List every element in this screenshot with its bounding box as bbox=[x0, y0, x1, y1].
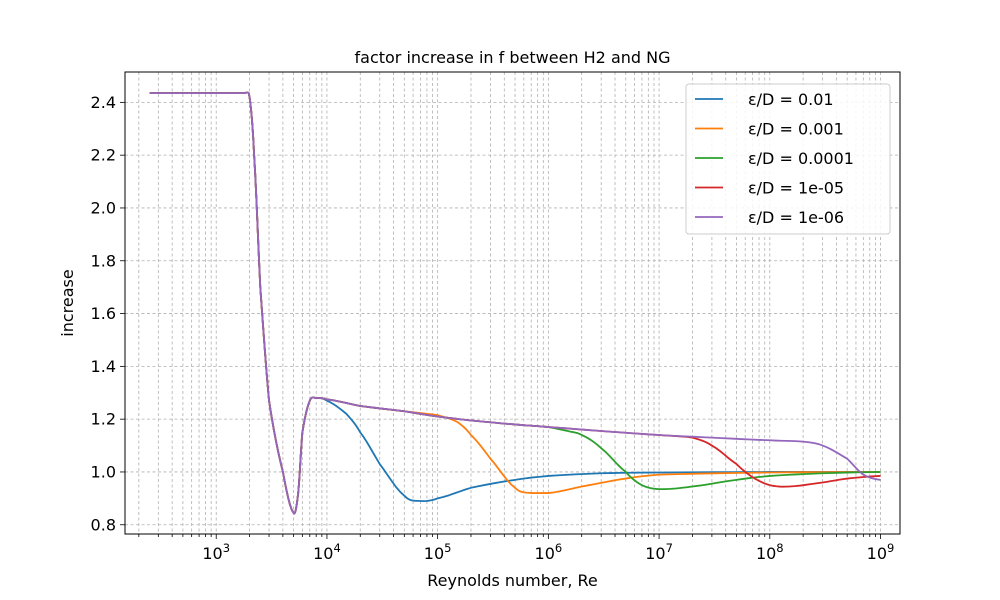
legend-label: ε/D = 1e-06 bbox=[748, 208, 844, 227]
y-tick-label: 2.2 bbox=[91, 146, 116, 165]
y-tick-label: 1.8 bbox=[91, 251, 116, 270]
series-line-5 bbox=[149, 91, 881, 515]
axis-ticks: 103 104 105 106 107 108 109 0.8 1.0 1.2 1.4 1.6 1.8 2… bbox=[91, 93, 895, 563]
legend-label: ε/D = 0.01 bbox=[748, 90, 834, 109]
legend-label: ε/D = 0.001 bbox=[748, 120, 844, 139]
x-tick-label: 105 bbox=[424, 541, 452, 563]
y-tick-label: 0.8 bbox=[91, 515, 116, 534]
y-tick-label: 1.0 bbox=[91, 462, 116, 481]
plot-frame bbox=[124, 71, 901, 535]
y-tick-label: 2.4 bbox=[91, 93, 116, 112]
y-tick-label: 1.4 bbox=[91, 357, 116, 376]
legend-box bbox=[685, 83, 891, 235]
y-tick-label: 2.0 bbox=[91, 198, 116, 217]
x-tick-label: 104 bbox=[313, 541, 341, 563]
x-tick-label: 107 bbox=[645, 541, 673, 563]
y-tick-label: 1.2 bbox=[91, 410, 116, 429]
series-lines bbox=[149, 91, 881, 515]
y-axis-label: increase bbox=[58, 269, 77, 336]
x-tick-label: 108 bbox=[756, 541, 784, 563]
x-tick-label: 109 bbox=[867, 541, 895, 563]
x-tick-label: 103 bbox=[202, 541, 230, 563]
x-axis-label: Reynolds number, Re bbox=[427, 571, 598, 590]
legend: ε/D = 0.01 ε/D = 0.001 ε/D = 0.0001 ε/D = 1… bbox=[685, 83, 891, 235]
chart-title: factor increase in f between H2 and NG bbox=[355, 48, 671, 67]
legend-label: ε/D = 1e-05 bbox=[748, 179, 844, 198]
legend-label: ε/D = 0.0001 bbox=[748, 149, 854, 168]
y-tick-label: 1.6 bbox=[91, 304, 116, 323]
x-tick-label: 106 bbox=[535, 541, 563, 563]
